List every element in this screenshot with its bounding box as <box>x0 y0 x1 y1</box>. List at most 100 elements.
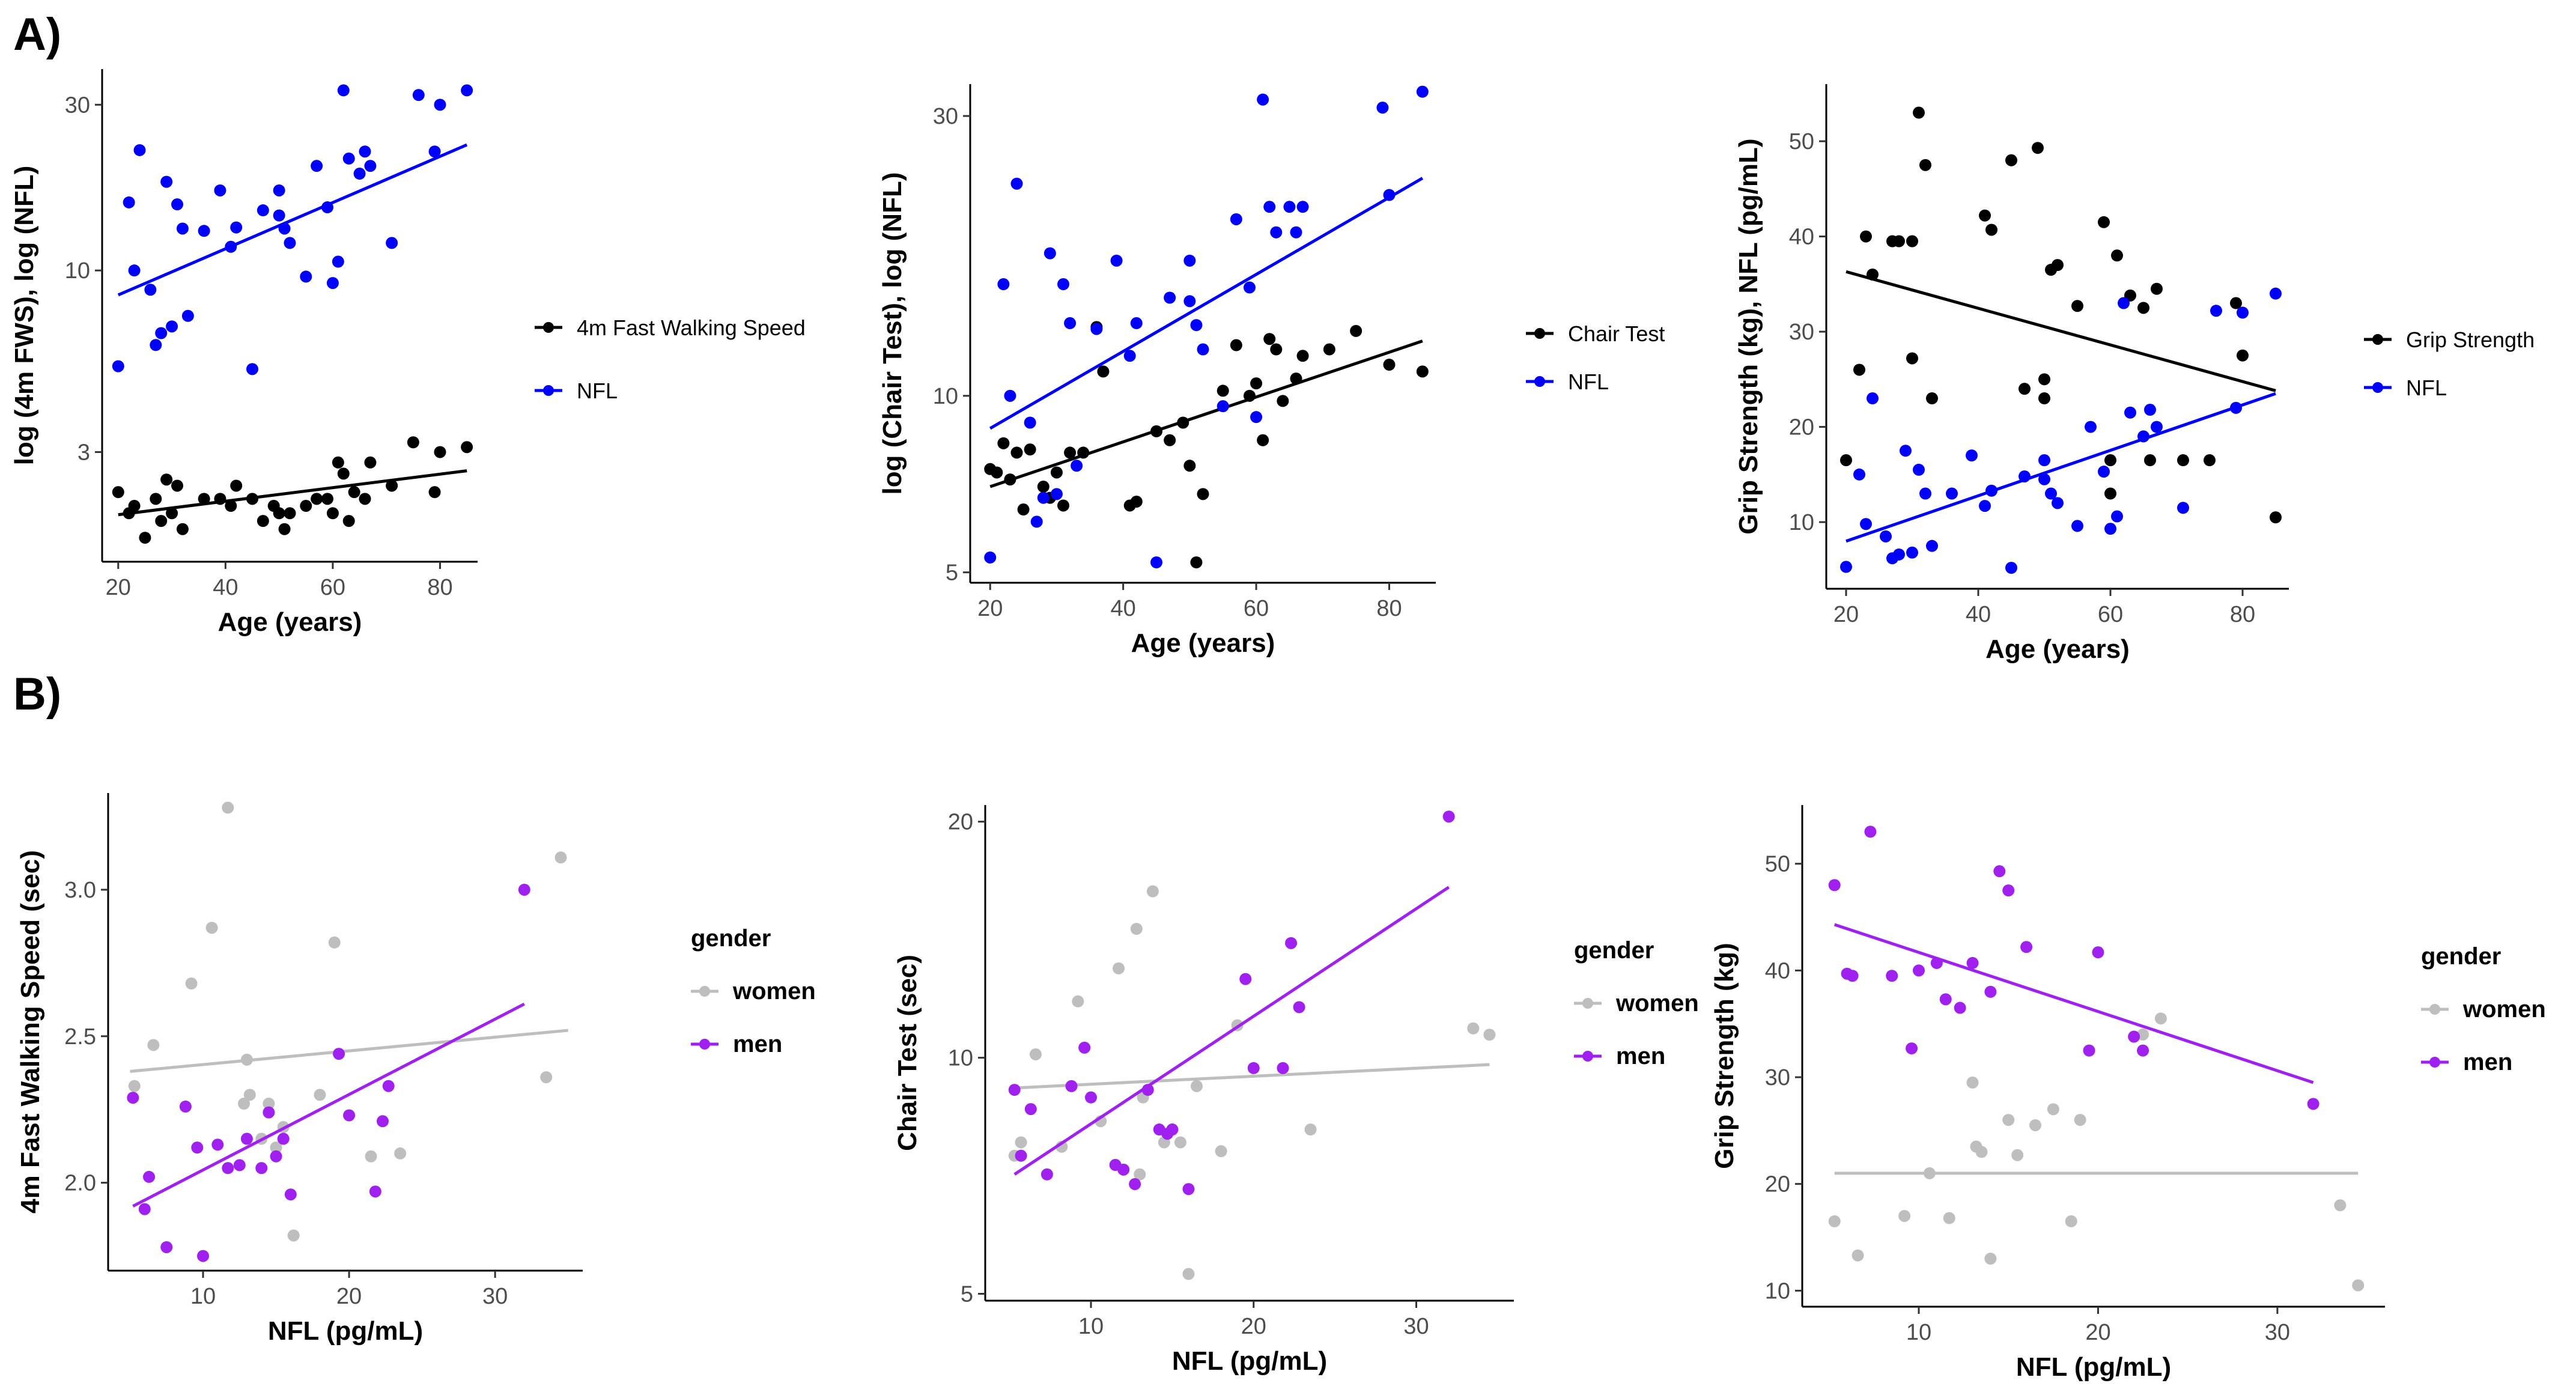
legend-label: women <box>1615 990 1699 1017</box>
legend-label: men <box>733 1031 782 1057</box>
x-axis-title: NFL (pg/mL) <box>268 1316 423 1346</box>
regression-line <box>989 339 1423 488</box>
data-point <box>311 493 323 505</box>
data-point <box>1191 1080 1203 1092</box>
data-point <box>1919 159 1931 171</box>
legend: gender women men <box>1574 937 1699 1069</box>
data-point <box>1416 85 1429 98</box>
data-point <box>311 160 323 172</box>
data-point <box>263 1097 275 1110</box>
data-point <box>2002 884 2015 897</box>
data-point <box>240 1132 253 1145</box>
data-point <box>1840 561 1852 573</box>
data-point <box>518 883 530 896</box>
x-tick-label: 80 <box>2230 602 2255 627</box>
data-point <box>1164 291 1176 304</box>
data-point <box>2137 302 2149 314</box>
data-point <box>1250 377 1263 390</box>
y-tick-label: 50 <box>1789 129 1814 154</box>
data-point <box>1979 209 1991 222</box>
data-point <box>230 479 243 492</box>
data-point <box>1057 499 1069 512</box>
legend-label: NFL <box>1568 369 1609 394</box>
y-tick-label: 40 <box>1765 958 1790 983</box>
data-point <box>1467 1022 1480 1035</box>
data-point <box>369 1185 381 1198</box>
x-tick-label: 80 <box>1376 596 1402 621</box>
data-point <box>1966 956 1979 969</box>
data-point <box>1217 384 1229 397</box>
data-point <box>1117 1163 1130 1176</box>
data-point <box>222 1162 234 1175</box>
x-tick-label: 60 <box>320 575 345 600</box>
data-point <box>1840 454 1852 467</box>
data-point <box>1130 923 1143 935</box>
legend-title: gender <box>2421 943 2501 970</box>
data-point <box>2307 1098 2319 1110</box>
data-point <box>1015 1149 1027 1162</box>
data-point <box>1442 810 1455 823</box>
data-point <box>434 99 446 111</box>
legend-key-point <box>543 385 554 396</box>
y-tick-label: 5 <box>961 1282 973 1307</box>
data-point <box>332 255 344 268</box>
x-tick-label: 80 <box>427 575 452 600</box>
x-tick-label: 30 <box>1403 1314 1429 1339</box>
data-point <box>2098 466 2110 478</box>
data-point <box>160 1241 173 1253</box>
x-tick-label: 60 <box>1244 596 1269 621</box>
data-point <box>171 198 183 211</box>
data-point <box>2104 487 2116 500</box>
x-tick-label: 10 <box>190 1284 216 1309</box>
x-tick-label: 30 <box>482 1284 508 1309</box>
data-point <box>2144 404 2156 416</box>
y-axis-title: log (Chair Test), log (NFL) <box>878 172 907 495</box>
legend-key-point <box>2429 1004 2440 1015</box>
data-point <box>2137 1044 2149 1057</box>
data-point <box>997 437 1010 449</box>
data-point <box>128 500 141 512</box>
data-point <box>984 551 997 564</box>
x-tick-label: 40 <box>213 575 238 600</box>
data-point <box>1993 865 2006 878</box>
data-point <box>342 152 355 165</box>
x-axis-title: Age (years) <box>218 607 362 637</box>
data-point <box>277 1132 290 1145</box>
legend-key-point <box>699 986 710 997</box>
data-point <box>1008 1084 1021 1096</box>
regression-line <box>132 1002 525 1208</box>
chart-b2: 10 20 30 5 10 20 NFL (pg/mL) Chair Test (sec) ge… <box>893 805 1699 1376</box>
data-point <box>1174 1136 1186 1149</box>
y-axis-title: 4m Fast Walking Speed (sec) <box>16 850 45 1214</box>
x-axis-title: Age (years) <box>1131 628 1275 658</box>
regression-line <box>130 1029 568 1073</box>
data-point <box>2334 1199 2347 1212</box>
data-point <box>2092 946 2104 959</box>
y-tick-label: 5 <box>946 561 958 586</box>
data-point <box>143 1170 156 1183</box>
legend-label: men <box>1616 1043 1665 1069</box>
data-point <box>1898 1209 1911 1222</box>
data-point <box>278 523 291 535</box>
data-point <box>263 1106 275 1119</box>
y-tick-label: 20 <box>1765 1172 1790 1197</box>
data-point <box>150 493 162 505</box>
legend-label: Grip Strength <box>2406 327 2535 352</box>
data-point <box>1024 443 1036 456</box>
y-tick-label: 30 <box>933 104 958 129</box>
data-point <box>333 1048 345 1060</box>
x-tick-label: 10 <box>1078 1314 1104 1339</box>
chart-b3: 10 20 30 10 20 30 40 50 NFL (pg/mL) Grip Strength… <box>1710 805 2546 1382</box>
data-point <box>1975 1146 1988 1158</box>
x-axis-title: Age (years) <box>1985 634 2130 664</box>
data-point <box>1050 488 1063 500</box>
data-point <box>337 84 350 97</box>
data-point <box>2137 1028 2149 1041</box>
data-point <box>1129 1178 1141 1190</box>
data-point <box>1864 825 1877 838</box>
data-point <box>1257 93 1269 106</box>
data-point <box>1886 970 1898 982</box>
data-point <box>2204 454 2216 467</box>
data-point <box>1010 177 1023 190</box>
